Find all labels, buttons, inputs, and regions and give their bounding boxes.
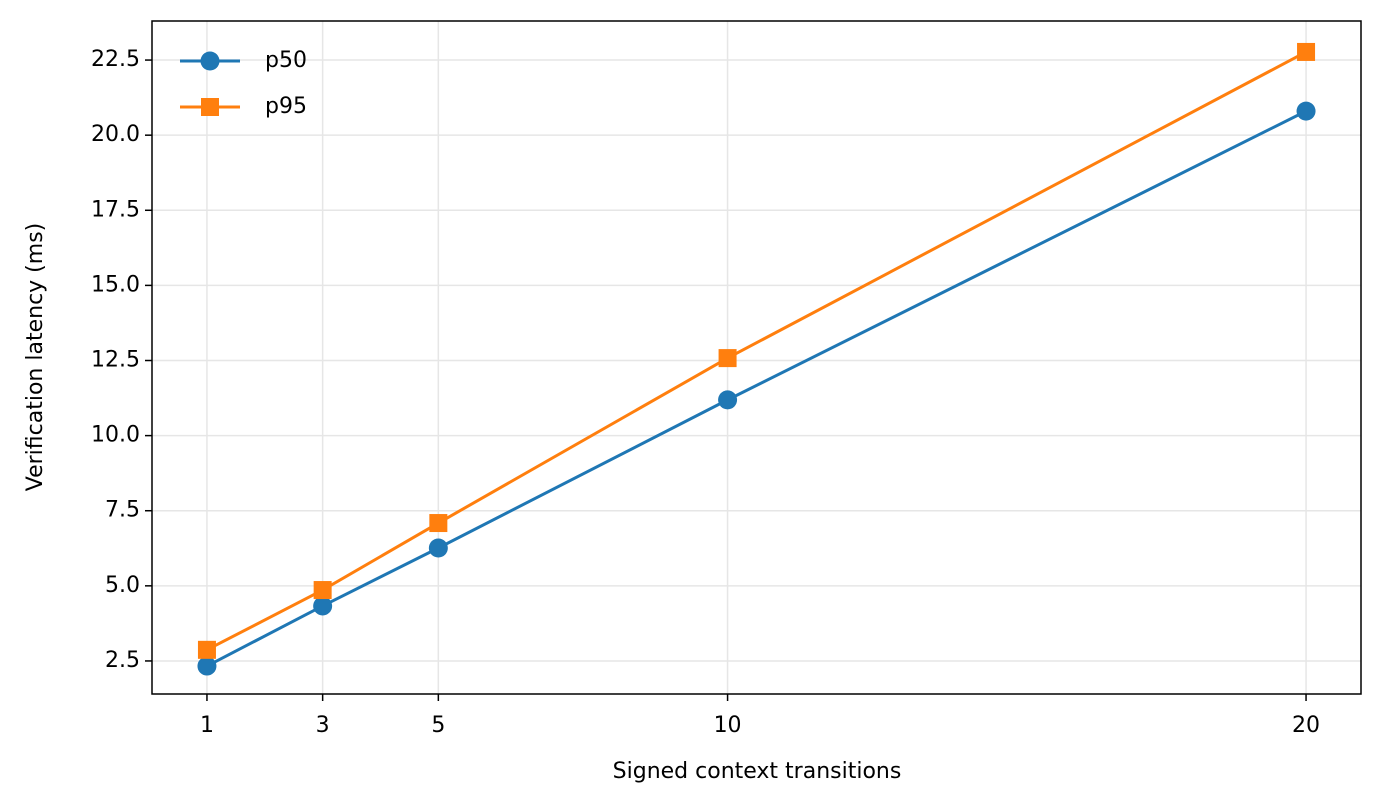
- plot-frame: [151, 20, 1362, 695]
- point: [313, 581, 332, 600]
- point: [313, 596, 333, 616]
- point: [1297, 42, 1316, 61]
- point: [429, 514, 448, 533]
- y-tick-label: 15.0: [91, 272, 140, 297]
- y-tick-label: 5.0: [105, 573, 140, 598]
- x-tick-label: 1: [200, 713, 214, 738]
- series-line: [206, 109, 1307, 668]
- series-line: [206, 50, 1307, 652]
- y-tick-label: 12.5: [91, 348, 140, 373]
- x-tick-label: 20: [1292, 713, 1320, 738]
- point: [197, 640, 216, 659]
- x-tick-label: 5: [431, 713, 445, 738]
- legend-label: p50: [265, 48, 307, 73]
- y-tick-label: 2.5: [105, 648, 140, 673]
- y-tick-label: 7.5: [105, 498, 140, 523]
- point: [718, 390, 738, 410]
- y-tick-label: 17.5: [91, 197, 140, 222]
- point: [197, 656, 217, 676]
- x-axis-label: Signed context transitions: [613, 759, 902, 784]
- y-tick-label: 10.0: [91, 423, 140, 448]
- y-axis-label: Verification latency (ms): [23, 223, 48, 491]
- y-tick-label: 20.0: [91, 122, 140, 147]
- legend-marker: [200, 51, 220, 71]
- legend-label: p95: [265, 94, 307, 119]
- grid: [152, 21, 1361, 694]
- x-tick-label: 3: [316, 713, 330, 738]
- x-tick-label: 10: [714, 713, 742, 738]
- legend-marker: [201, 98, 219, 116]
- point: [1296, 101, 1316, 121]
- point: [718, 349, 737, 368]
- point: [428, 538, 448, 558]
- y-tick-label: 22.5: [91, 47, 140, 72]
